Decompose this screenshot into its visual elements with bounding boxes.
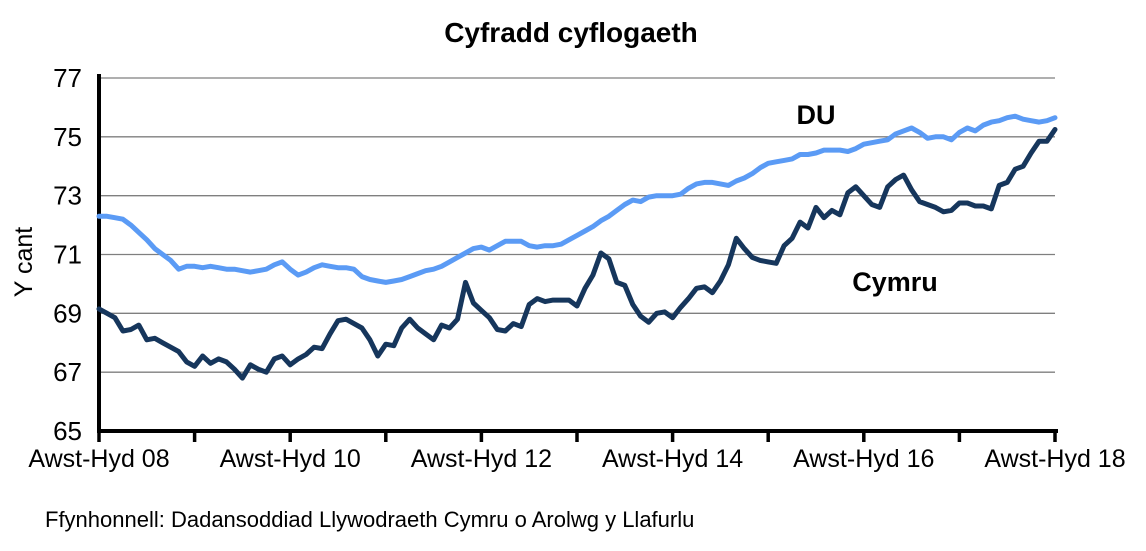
y-tick-label-77: 77	[53, 63, 82, 93]
x-tick-label-4: Awst-Hyd 14	[602, 445, 743, 473]
x-tick-label-2: Awst-Hyd 10	[220, 445, 361, 473]
du-line	[96, 113, 1058, 285]
axes-group	[97, 74, 1058, 442]
y-tick-label-71: 71	[53, 240, 82, 270]
series-lines-group	[96, 113, 1058, 381]
gridlines-group	[99, 77, 1055, 373]
chart-title: Cyfradd cyflogaeth	[444, 17, 698, 48]
x-tick-label-1: Awst-Hyd 08	[28, 445, 169, 473]
cymru-series-label: Cymru	[852, 267, 938, 297]
x-tick-label-5: Awst-Hyd 16	[793, 445, 934, 473]
y-tick-label-69: 69	[53, 298, 82, 328]
y-tick-label-75: 75	[53, 122, 82, 152]
du-series-label: DU	[797, 100, 836, 130]
y-tick-label-73: 73	[53, 181, 82, 211]
source-note: Ffynhonnell: Dadansoddiad Llywodraeth Cy…	[45, 507, 694, 532]
tick-labels-group: 65 67 69 71 73 75 77 Awst-Hyd 08 Awst-Hyd 10 Awst…	[28, 63, 1125, 473]
y-axis-label: Y cant	[10, 227, 38, 297]
y-tick-label-65: 65	[53, 416, 82, 446]
x-tick-label-6: Awst-Hyd 18	[984, 445, 1125, 473]
cymru-line	[96, 127, 1058, 381]
y-tick-label-67: 67	[53, 357, 82, 387]
x-tick-label-3: Awst-Hyd 12	[411, 445, 552, 473]
